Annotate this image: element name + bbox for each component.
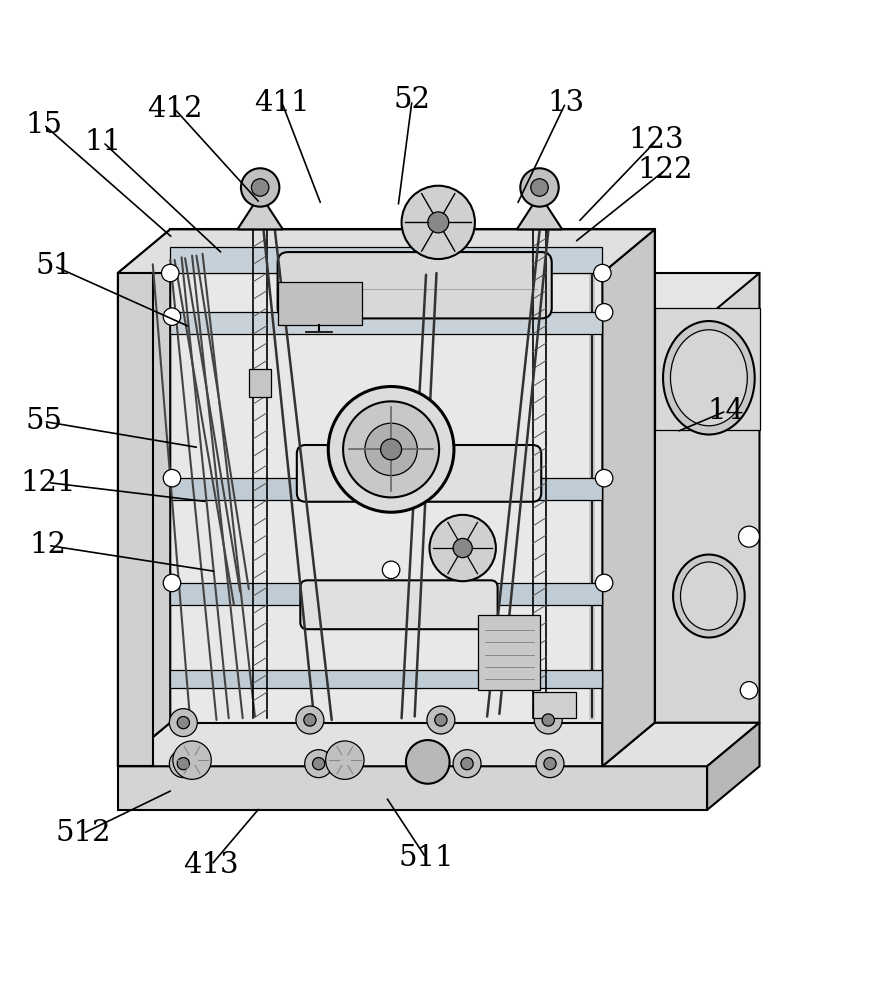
Polygon shape — [249, 369, 271, 397]
Text: 412: 412 — [147, 95, 203, 123]
Circle shape — [594, 264, 611, 282]
Polygon shape — [602, 273, 760, 317]
Text: 51: 51 — [36, 252, 72, 280]
Circle shape — [163, 469, 181, 487]
Circle shape — [595, 574, 613, 592]
Circle shape — [177, 758, 189, 770]
Text: 511: 511 — [398, 844, 454, 872]
Circle shape — [428, 212, 449, 233]
Circle shape — [381, 439, 402, 460]
Text: 121: 121 — [20, 469, 76, 497]
FancyBboxPatch shape — [297, 445, 541, 502]
Text: 52: 52 — [394, 86, 430, 114]
Circle shape — [595, 304, 613, 321]
Circle shape — [430, 515, 496, 581]
Polygon shape — [118, 766, 707, 810]
Circle shape — [305, 750, 333, 778]
Circle shape — [406, 740, 450, 784]
Polygon shape — [118, 229, 170, 766]
Text: 55: 55 — [25, 407, 62, 435]
Polygon shape — [237, 194, 283, 229]
Ellipse shape — [673, 555, 745, 637]
Circle shape — [453, 750, 481, 778]
Circle shape — [251, 179, 269, 196]
Polygon shape — [170, 229, 655, 723]
Polygon shape — [655, 308, 760, 430]
Text: 15: 15 — [25, 111, 62, 139]
Circle shape — [427, 706, 455, 734]
Text: 413: 413 — [183, 851, 239, 879]
Circle shape — [304, 714, 316, 726]
Circle shape — [326, 741, 364, 779]
Ellipse shape — [681, 562, 737, 630]
Polygon shape — [170, 583, 602, 605]
Circle shape — [544, 758, 556, 770]
Text: 411: 411 — [254, 89, 310, 117]
Circle shape — [739, 526, 760, 547]
Circle shape — [520, 168, 559, 207]
Circle shape — [453, 538, 472, 558]
Circle shape — [162, 264, 179, 282]
Ellipse shape — [670, 330, 747, 426]
Circle shape — [461, 758, 473, 770]
Circle shape — [169, 750, 197, 778]
Polygon shape — [602, 229, 655, 766]
Polygon shape — [517, 194, 562, 229]
Polygon shape — [278, 282, 362, 325]
Circle shape — [382, 561, 400, 579]
Circle shape — [163, 308, 181, 325]
Circle shape — [402, 186, 475, 259]
Circle shape — [343, 401, 439, 497]
Circle shape — [173, 741, 211, 779]
Text: 13: 13 — [547, 89, 584, 117]
Circle shape — [328, 387, 454, 512]
Text: 12: 12 — [30, 531, 66, 559]
Polygon shape — [118, 229, 655, 273]
Circle shape — [595, 469, 613, 487]
Polygon shape — [170, 670, 602, 688]
Circle shape — [296, 706, 324, 734]
Circle shape — [177, 717, 189, 729]
Ellipse shape — [663, 321, 754, 435]
Polygon shape — [602, 273, 760, 766]
Circle shape — [534, 706, 562, 734]
Circle shape — [740, 682, 758, 699]
Circle shape — [163, 574, 181, 592]
Polygon shape — [478, 615, 540, 690]
Polygon shape — [170, 247, 602, 273]
Polygon shape — [118, 723, 760, 766]
Text: 123: 123 — [629, 126, 684, 154]
Text: 11: 11 — [85, 128, 121, 156]
Polygon shape — [170, 478, 602, 500]
Circle shape — [241, 168, 279, 207]
FancyBboxPatch shape — [300, 580, 498, 629]
Circle shape — [365, 423, 417, 476]
Polygon shape — [118, 273, 153, 766]
Polygon shape — [170, 312, 602, 334]
Circle shape — [435, 714, 447, 726]
Polygon shape — [533, 692, 576, 718]
Text: 122: 122 — [637, 156, 693, 184]
FancyBboxPatch shape — [278, 252, 552, 318]
Circle shape — [536, 750, 564, 778]
Circle shape — [542, 714, 554, 726]
Text: 14: 14 — [708, 397, 745, 425]
Circle shape — [313, 758, 325, 770]
Polygon shape — [707, 723, 760, 810]
Text: 512: 512 — [55, 819, 111, 847]
Circle shape — [169, 709, 197, 737]
Circle shape — [531, 179, 548, 196]
